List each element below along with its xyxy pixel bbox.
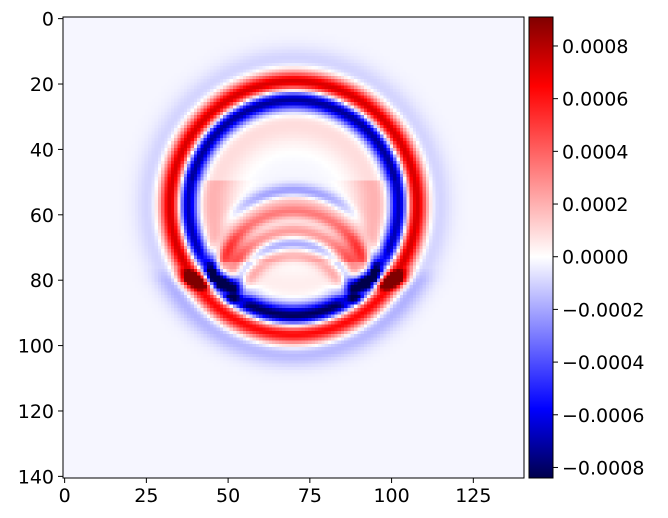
x-tick-label: 100 — [373, 485, 409, 507]
y-tick-label: 20 — [30, 74, 54, 96]
y-tick-label: 100 — [18, 336, 54, 358]
colorbar-tick-label: −0.0004 — [562, 352, 644, 374]
colorbar: 0.0008 0.0006 0.0004 0.0002 0.0000 −0.0002 −0.… — [528, 16, 644, 479]
colorbar-tick-label: −0.0002 — [562, 299, 644, 321]
plot-frame — [62, 16, 525, 479]
x-tick-label: 75 — [298, 485, 322, 507]
y-tick-label: 80 — [30, 270, 54, 292]
x-tick-label: 25 — [134, 485, 158, 507]
colorbar-ticks: 0.0008 0.0006 0.0004 0.0002 0.0000 −0.0002 −0.… — [553, 36, 644, 479]
colorbar-tick-label: 0.0006 — [562, 89, 628, 111]
x-tick-label: 50 — [216, 485, 240, 507]
x-tick-label: 0 — [59, 485, 71, 507]
colorbar-tick-label: −0.0006 — [562, 405, 644, 427]
colorbar-tick-label: −0.0008 — [562, 457, 644, 479]
x-axis: 0 25 50 75 100 125 — [59, 478, 491, 507]
colorbar-tick-label: 0.0004 — [562, 141, 628, 163]
y-tick-label: 120 — [18, 401, 54, 423]
colorbar-tick-label: 0.0002 — [562, 194, 628, 216]
heatmap-plot-area — [62, 16, 525, 479]
y-tick-label: 140 — [18, 466, 54, 488]
colorbar-tick-label: 0.0008 — [562, 36, 628, 58]
colorbar-gradient — [528, 16, 554, 479]
y-tick-label: 0 — [42, 9, 54, 31]
y-tick-label: 60 — [30, 205, 54, 227]
x-tick-label: 125 — [455, 485, 491, 507]
y-tick-label: 40 — [30, 139, 54, 161]
y-axis: 0 20 40 60 80 100 120 140 — [18, 9, 63, 488]
colorbar-tick-label: 0.0000 — [562, 247, 628, 269]
